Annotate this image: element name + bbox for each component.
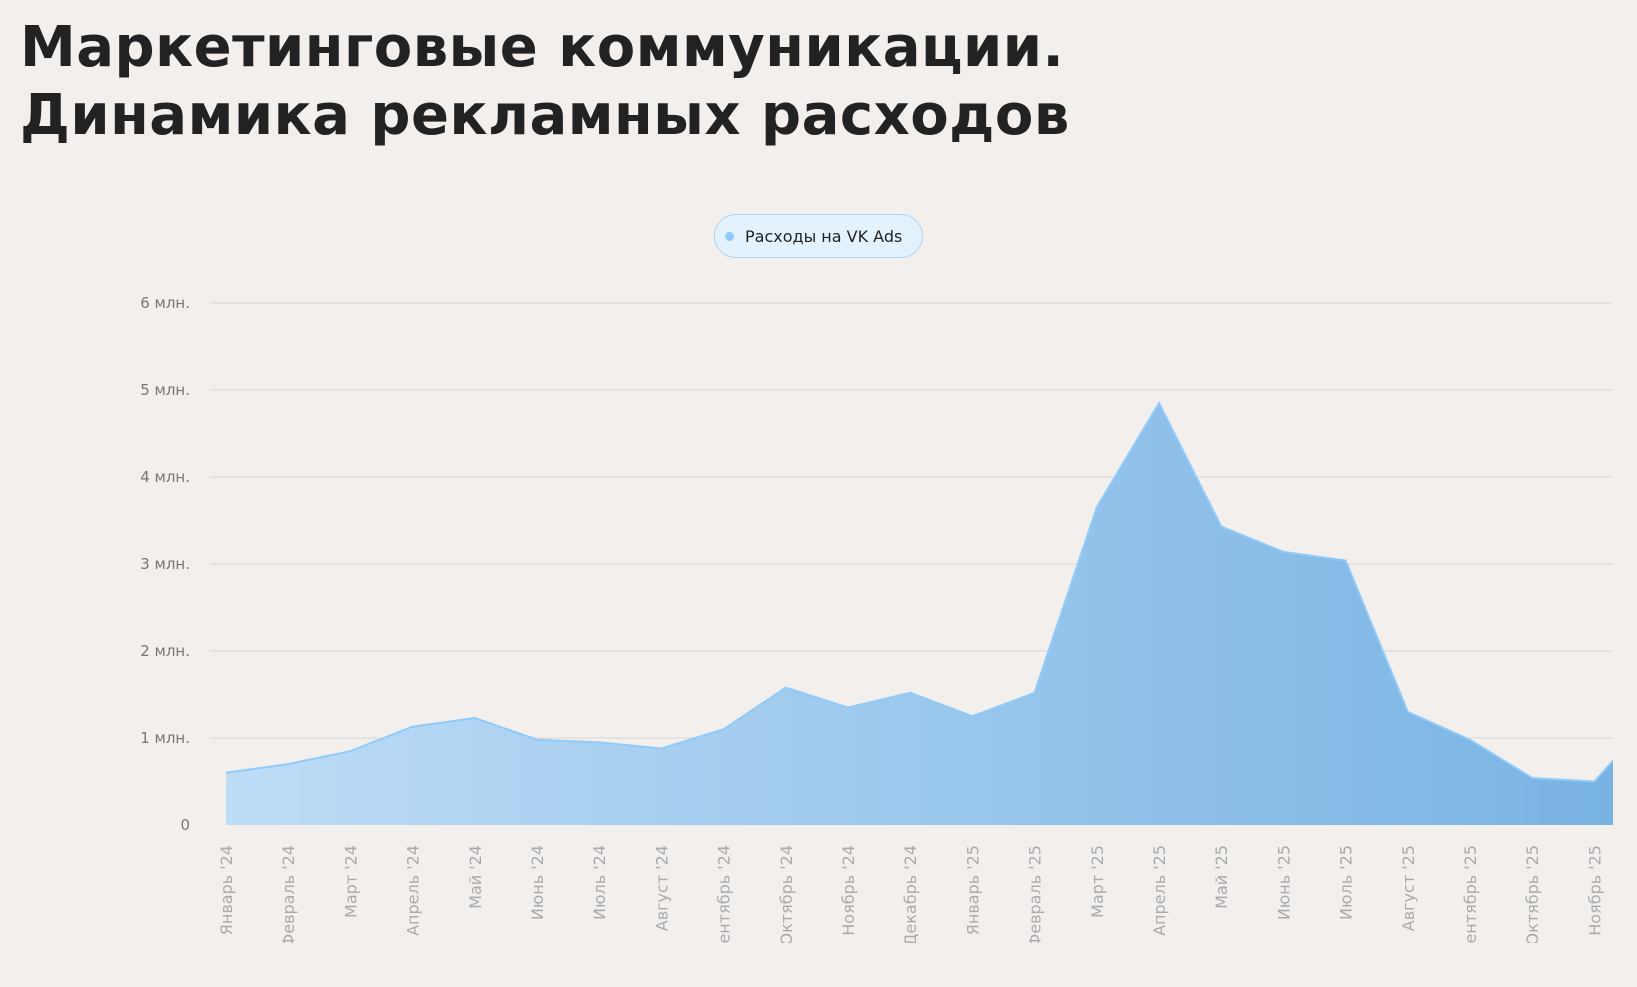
y-tick-label: 1 млн. xyxy=(140,729,190,747)
data-point[interactable] xyxy=(593,736,605,748)
title-line-1: Маркетинговые коммуникации. xyxy=(20,15,1065,80)
x-tick-label: Февраль '25 xyxy=(1026,845,1045,948)
data-point[interactable] xyxy=(344,745,356,757)
legend-dot-icon xyxy=(725,232,734,241)
data-point[interactable] xyxy=(1464,734,1476,746)
data-point[interactable] xyxy=(1588,776,1600,788)
title-line-2: Динамика рекламных расходов xyxy=(20,83,1070,148)
data-point[interactable] xyxy=(842,702,854,714)
data-point[interactable] xyxy=(1091,501,1103,513)
data-point[interactable] xyxy=(1215,521,1227,533)
x-tick-label: Январь '24 xyxy=(217,845,236,935)
data-point[interactable] xyxy=(1402,706,1414,718)
x-tick-label: Октябрь '24 xyxy=(777,845,796,946)
area-fill xyxy=(226,403,1613,825)
data-point[interactable] xyxy=(469,712,481,724)
x-tick-label: Февраль '24 xyxy=(279,845,298,948)
x-tick-label: Октябрь '25 xyxy=(1523,845,1542,946)
x-tick-label: Ноябрь '25 xyxy=(1585,845,1604,936)
data-point[interactable] xyxy=(718,723,730,735)
x-tick-label: Март '24 xyxy=(341,845,360,918)
x-tick-label: Май '25 xyxy=(1212,845,1231,909)
x-tick-label: Август '25 xyxy=(1399,845,1418,931)
data-point[interactable] xyxy=(531,734,543,746)
x-tick-label: Июль '24 xyxy=(590,845,609,920)
x-tick-label: Сентябрь '24 xyxy=(715,845,734,955)
data-point[interactable] xyxy=(282,758,294,770)
y-tick-label: 0 xyxy=(180,816,190,834)
data-point[interactable] xyxy=(407,721,419,733)
legend-label: Расходы на VK Ads xyxy=(745,226,903,246)
data-point[interactable] xyxy=(1340,555,1352,567)
legend-item-vk-ads[interactable]: Расходы на VK Ads xyxy=(714,214,924,258)
x-tick-label: Ноябрь '24 xyxy=(839,845,858,936)
x-tick-label: Март '25 xyxy=(1088,845,1107,918)
y-tick-label: 4 млн. xyxy=(140,468,190,486)
y-tick-label: 5 млн. xyxy=(140,381,190,399)
data-point[interactable] xyxy=(904,687,916,699)
data-point[interactable] xyxy=(1277,546,1289,558)
x-tick-label: Январь '25 xyxy=(963,845,982,935)
data-point[interactable] xyxy=(1029,687,1041,699)
y-tick-label: 6 млн. xyxy=(140,294,190,312)
data-point[interactable] xyxy=(966,710,978,722)
page-title: Маркетинговые коммуникации. Динамика рек… xyxy=(20,14,1070,150)
x-tick-label: Август '24 xyxy=(652,845,671,931)
x-tick-label: Декабрь '24 xyxy=(901,845,920,946)
x-tick-label: Сентябрь '25 xyxy=(1461,845,1480,955)
x-tick-label: Май '24 xyxy=(466,845,485,909)
x-tick-label: Июнь '24 xyxy=(528,845,547,920)
data-point[interactable] xyxy=(1153,397,1165,409)
y-tick-label: 3 млн. xyxy=(140,555,190,573)
x-tick-label: Июнь '25 xyxy=(1274,845,1293,920)
data-point[interactable] xyxy=(220,767,232,779)
x-tick-label: Июль '25 xyxy=(1337,845,1356,920)
series-line xyxy=(225,400,1613,783)
data-point[interactable] xyxy=(1526,772,1538,784)
x-tick-label: Апрель '24 xyxy=(404,845,423,936)
y-tick-label: 2 млн. xyxy=(140,642,190,660)
x-tick-label: Апрель '25 xyxy=(1150,845,1169,936)
data-point[interactable] xyxy=(655,742,667,754)
data-point[interactable] xyxy=(780,682,792,694)
